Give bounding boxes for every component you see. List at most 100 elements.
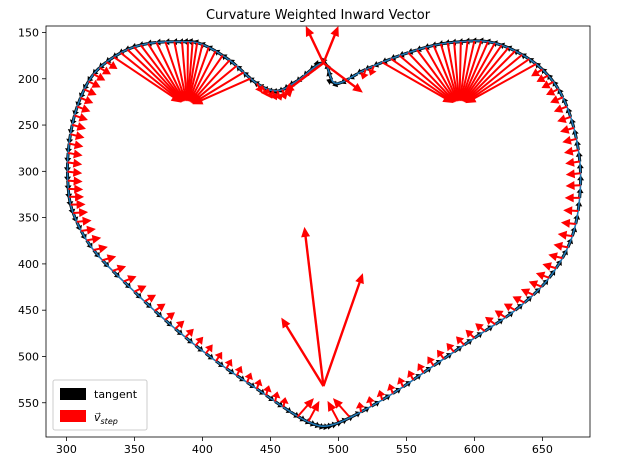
vstep-arrow-shaft xyxy=(113,56,177,100)
vstep-arrow-head xyxy=(535,271,546,281)
vstep-arrow-shaft xyxy=(439,43,457,96)
vstep-arrow-shaft xyxy=(398,54,450,99)
vstep-arrow-head xyxy=(355,401,365,409)
vstep-arrow-head xyxy=(528,280,539,289)
vstep-arrow-head xyxy=(366,396,375,404)
vstep-arrow-shaft xyxy=(196,65,238,100)
vstep-arrow-head xyxy=(274,92,284,101)
vstep-arrow-head xyxy=(512,296,522,305)
vstep-arrow-head xyxy=(303,398,314,409)
vstep-arrow-head xyxy=(253,378,263,387)
vstep-arrow-shaft xyxy=(164,41,185,96)
vstep-arrow-head xyxy=(244,372,253,381)
vstep-arrow-shaft xyxy=(471,63,537,101)
vstep-arrow-head xyxy=(560,125,570,134)
vstep-arrow-head xyxy=(446,343,455,352)
y-tick-label: 350 xyxy=(18,212,39,225)
vstep-long-arrow-shaft xyxy=(322,62,359,90)
vstep-arrow-head xyxy=(260,88,269,97)
vstep-arrow-shaft xyxy=(464,42,496,96)
vstep-arrow-head xyxy=(76,200,86,210)
vstep-arrow-head xyxy=(116,264,127,274)
vstep-arrow-head xyxy=(368,68,377,76)
vstep-arrow-head xyxy=(255,84,263,93)
vstep-arrow-head xyxy=(387,383,396,392)
vstep-long-arrow-shaft xyxy=(288,62,325,90)
vstep-arrow-head xyxy=(542,262,552,271)
vstep-arrow-shaft xyxy=(190,47,210,96)
vstep-arrow-head xyxy=(101,66,111,75)
vstep-arrow-head xyxy=(271,391,281,399)
vstep-arrow-head xyxy=(503,303,513,312)
vstep-arrow-shaft xyxy=(181,41,188,95)
vstep-arrow-head xyxy=(565,169,576,179)
vstep-arrow-head xyxy=(78,113,88,122)
vstep-arrow-shaft xyxy=(194,59,231,99)
legend-swatch-vstep xyxy=(60,410,86,422)
vstep-arrow-shaft xyxy=(193,54,224,98)
vstep-arrow-head xyxy=(270,92,279,101)
vstep-arrow-head xyxy=(550,95,560,104)
legend-swatch-tangent xyxy=(60,388,86,400)
vstep-long-arrow-head xyxy=(281,317,291,329)
vstep-arrow-head xyxy=(74,184,84,194)
vstep-arrow-head xyxy=(72,167,83,177)
legend: tangent v⃗step xyxy=(52,379,148,431)
vstep-long-arrow-shaft xyxy=(304,233,325,387)
y-tick-label: 150 xyxy=(18,26,39,39)
vstep-arrow-head xyxy=(485,316,494,326)
vstep-arrow-shaft xyxy=(139,44,181,97)
vstep-arrow-shaft xyxy=(416,49,453,97)
vstep-arrow-head xyxy=(108,61,118,69)
y-tick-label: 250 xyxy=(18,119,39,132)
y-tick-label: 200 xyxy=(18,73,39,86)
y-tick-label: 400 xyxy=(18,258,39,271)
vstep-arrow-head xyxy=(417,363,426,372)
vstep-arrow-head xyxy=(72,158,83,168)
vstep-arrow-head xyxy=(76,122,86,131)
vstep-arrow-shaft xyxy=(189,44,204,96)
vstep-arrow-shaft xyxy=(467,47,510,98)
vstep-arrow-shaft xyxy=(155,42,183,96)
legend-label-tangent: tangent xyxy=(94,388,138,401)
vstep-arrow-head xyxy=(548,252,558,262)
x-tick-label: 650 xyxy=(532,443,553,456)
vstep-arrow-shaft xyxy=(469,53,523,99)
vstep-arrow-head xyxy=(185,328,194,338)
y-tick-label: 550 xyxy=(18,397,39,410)
vstep-arrow-head xyxy=(284,89,293,98)
vstep-arrow-shaft xyxy=(461,40,476,95)
vstep-arrow-head xyxy=(156,303,166,312)
vstep-arrow-head xyxy=(83,95,94,105)
vstep-arrow-head xyxy=(436,349,445,358)
vstep-arrow-head xyxy=(564,193,574,203)
vstep-arrow-head xyxy=(494,310,504,319)
vstep-arrow-head xyxy=(87,87,97,96)
vstep-arrow-head xyxy=(78,208,89,218)
vstep-arrow-head xyxy=(536,74,546,82)
y-tick-label: 450 xyxy=(18,304,39,317)
vstep-arrow-head xyxy=(279,92,288,100)
vstep-arrow-head xyxy=(137,285,147,294)
vstep-long-arrow-shaft xyxy=(283,322,325,387)
vstep-arrow-head xyxy=(442,94,454,103)
vstep-arrow-head xyxy=(82,216,92,226)
vstep-arrow-shaft xyxy=(381,61,448,101)
vstep-arrow-shaft xyxy=(458,41,462,95)
x-tick-label: 550 xyxy=(396,443,417,456)
vstep-arrow-head xyxy=(541,80,551,89)
vstep-arrow-head xyxy=(73,140,84,150)
vstep-arrow-head xyxy=(332,398,343,409)
vstep-long-arrow-head xyxy=(355,273,364,285)
vstep-arrow-shaft xyxy=(432,45,456,96)
vstep-arrow-head xyxy=(475,323,484,332)
vstep-arrow-head xyxy=(465,329,474,338)
plot-area xyxy=(46,26,590,437)
vstep-arrow-shaft xyxy=(173,41,186,95)
vstep-arrow-head xyxy=(73,149,83,159)
vstep-long-arrow-head xyxy=(305,26,315,37)
vstep-arrow-head xyxy=(563,146,574,156)
vstep-long-arrow-shaft xyxy=(322,279,362,387)
vstep-arrow-head xyxy=(175,320,185,329)
